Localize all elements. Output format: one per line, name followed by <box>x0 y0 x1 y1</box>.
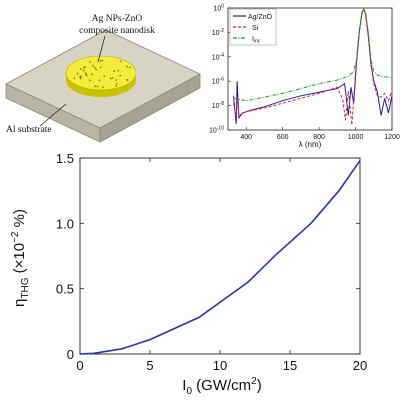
spectrum-x-tick-label: 600 <box>277 134 289 141</box>
spectrum-y-axis: 10-10 10-8 10-6 10-4 10-2 100 <box>209 4 231 135</box>
spectrum-y-tick-label: 10-10 <box>209 126 224 135</box>
efficiency-y-label: ηTHG (×10−2 %) <box>10 209 31 307</box>
nanoparticle-dot <box>103 75 106 77</box>
spectrum-x-axis: 400 600 800 1000 1200 <box>240 127 400 141</box>
material-label-line1: Ag NPs-ZnO <box>92 14 143 24</box>
efficiency-x-label: I0 (GW/cm2) <box>182 376 261 397</box>
nanoparticle-dot <box>84 66 86 69</box>
nanoparticle-dot <box>128 66 131 69</box>
nanoparticle-dot <box>92 64 94 67</box>
nanoparticle-dot <box>95 68 98 71</box>
nanoparticle-dot <box>119 60 122 63</box>
nanoparticle-dot <box>76 72 79 75</box>
legend-label-iinc: Iinc <box>252 36 261 45</box>
nanoparticle-dot <box>109 77 112 80</box>
nanoparticle-dot <box>79 68 82 70</box>
nanoparticle-dot <box>102 86 104 89</box>
material-label-line2: composite nanodisk <box>79 26 155 36</box>
nanoparticle-dot <box>113 70 116 73</box>
spectrum-x-tick-label: 400 <box>240 134 252 141</box>
efficiency-x-tick-label: 10 <box>213 358 227 373</box>
efficiency-x-tick-label: 0 <box>76 358 83 373</box>
nanoparticle-dot <box>94 85 96 88</box>
nanoparticle-dot <box>111 77 114 79</box>
spectrum-chart: 10-10 10-8 10-6 10-4 10-2 100 400 600 800 1000 12… <box>209 4 400 150</box>
spectrum-y-tick-label: 10-6 <box>212 77 224 86</box>
efficiency-series-line <box>79 160 361 355</box>
efficiency-y-axis: 0 0.5 1.0 1.5 <box>56 151 360 362</box>
spectrum-x-tick-label: 1000 <box>348 134 364 141</box>
efficiency-y-tick-label: 0.5 <box>56 282 74 297</box>
nanoparticle-dot <box>94 66 96 69</box>
spectrum-x-tick-label: 800 <box>313 134 325 141</box>
efficiency-y-tick-label: 1.5 <box>56 151 74 166</box>
spectrum-series-line <box>233 8 393 102</box>
material-leader-line <box>97 35 106 63</box>
spectrum-x-label: λ (nm) <box>299 140 322 149</box>
nanoparticle-dot <box>101 59 104 62</box>
substrate-right-face <box>99 73 201 143</box>
nanoparticle-dot <box>115 83 118 85</box>
legend-label-ag-zno: Ag/ZnO <box>248 14 273 21</box>
spectrum-y-tick-label: 10-8 <box>212 101 224 110</box>
spectrum-y-tick-label: 10-2 <box>212 28 224 37</box>
nanodisk-schematic: Ag NPs-ZnO composite nanodisk Al substra… <box>5 14 201 143</box>
nanoparticle-dot <box>73 77 76 80</box>
efficiency-x-axis: 0 5 10 15 20 <box>76 158 367 373</box>
nanoparticle-dot <box>96 85 99 88</box>
nanoparticle-dot <box>126 79 129 81</box>
nanoparticle-dot <box>115 85 117 88</box>
legend-box <box>229 8 277 46</box>
nanoparticle-dots <box>73 59 131 89</box>
spectrum-legend: Ag/ZnO Si Iinc <box>229 8 277 46</box>
nanodisk-top <box>65 55 137 91</box>
nanoparticle-dot <box>85 73 87 76</box>
legend-label-si: Si <box>252 25 259 32</box>
efficiency-plot-area <box>79 157 361 355</box>
efficiency-y-tick-label: 1.0 <box>56 216 74 231</box>
nanoparticle-dot <box>98 79 101 82</box>
nanoparticle-dot <box>80 75 82 77</box>
efficiency-x-tick-label: 5 <box>146 358 153 373</box>
nanoparticle-dot <box>117 69 120 72</box>
spectrum-y-tick-label: 100 <box>213 4 224 13</box>
nanoparticle-dot <box>89 60 92 63</box>
nanoparticle-dot <box>126 65 129 68</box>
substrate-leader-line <box>39 103 67 127</box>
spectrum-y-tick-label: 10-4 <box>212 52 224 61</box>
efficiency-chart: 0 0.5 1.0 1.5 0 5 10 15 20 I0 (GW/cm2) ηTHG (×1… <box>10 151 367 397</box>
nanoparticle-dot <box>119 75 122 77</box>
spectrum-x-tick-label: 1200 <box>384 134 400 141</box>
nanoparticle-dot <box>82 69 85 72</box>
nanoparticle-dot <box>91 73 93 76</box>
efficiency-y-tick-label: 0 <box>67 347 74 362</box>
nanoparticle-dot <box>99 66 102 69</box>
efficiency-series <box>79 160 361 355</box>
nanoparticle-dot <box>99 59 102 62</box>
nanoparticle-dot <box>115 79 118 81</box>
substrate-label: Al substrate <box>6 125 52 135</box>
efficiency-x-tick-label: 15 <box>283 358 297 373</box>
efficiency-x-tick-label: 20 <box>353 358 367 373</box>
nanoparticle-dot <box>89 79 91 82</box>
nanoparticle-dot <box>79 77 82 80</box>
spectrum-series <box>233 7 393 126</box>
